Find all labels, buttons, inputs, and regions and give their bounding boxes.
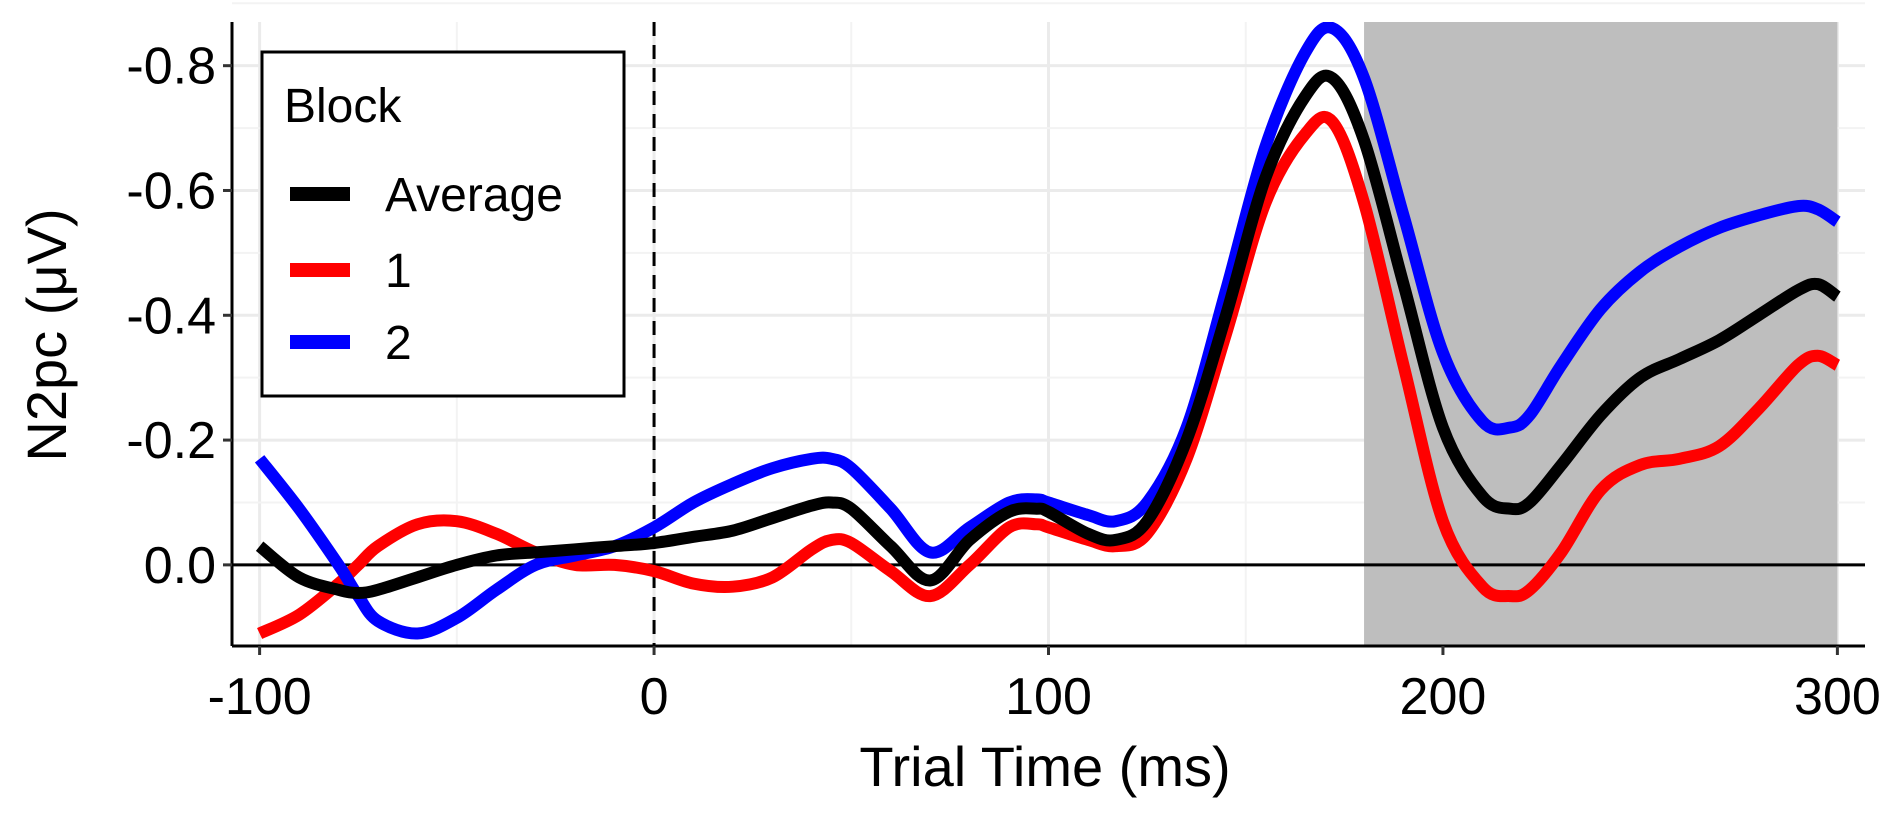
- x-tick-label: 100: [1005, 668, 1092, 726]
- shaded-region-group: [1364, 22, 1838, 646]
- y-axis-title: N2pc (μV): [15, 208, 78, 461]
- x-tick-label: 300: [1794, 668, 1881, 726]
- legend-title: Block: [284, 80, 402, 133]
- legend: Block Average 1 2: [260, 50, 626, 398]
- tick-labels: -100 0 100 200 300 -0.8 -0.6 -0.4 -0.2 0.0: [126, 38, 1880, 726]
- x-tick-label: 0: [640, 668, 669, 726]
- legend-entries: Average 1 2: [290, 169, 563, 370]
- legend-label: 2: [385, 317, 412, 370]
- series-line-average: [255, 69, 1841, 599]
- x-axis-title: Trial Time (ms): [859, 735, 1230, 798]
- y-tick-label: -0.8: [126, 38, 216, 96]
- y-tick-label: 0.0: [144, 537, 216, 595]
- legend-label: Average: [385, 169, 563, 222]
- y-tick-label: -0.2: [126, 412, 216, 470]
- series-line-block-2: [254, 22, 1841, 640]
- series-lines: [254, 22, 1841, 640]
- y-tick-label: -0.4: [126, 287, 216, 345]
- axes: [223, 22, 1865, 655]
- y-tick-label: -0.6: [126, 162, 216, 220]
- legend-label: 1: [385, 245, 412, 298]
- x-tick-label: 200: [1400, 668, 1487, 726]
- x-tick-label: -100: [208, 668, 312, 726]
- shaded-region: [1364, 22, 1838, 646]
